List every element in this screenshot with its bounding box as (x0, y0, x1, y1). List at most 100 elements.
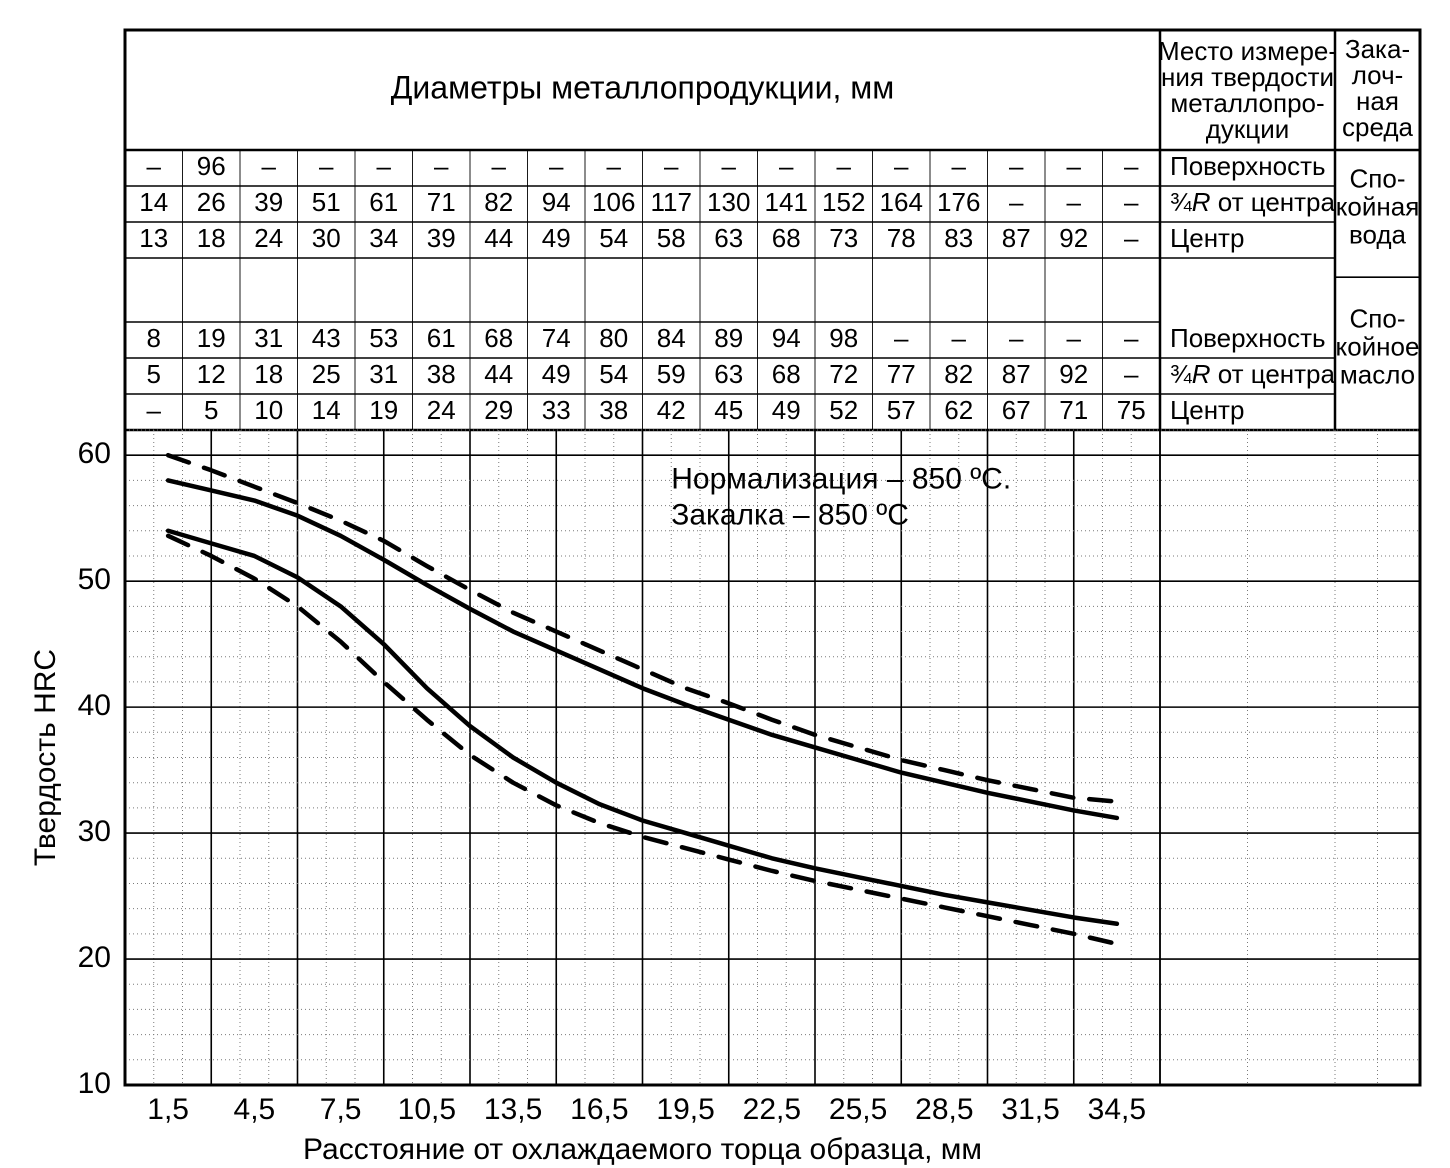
table-cell: – (377, 151, 392, 181)
table-cell: 44 (484, 223, 513, 253)
x-tick: 22,5 (743, 1093, 801, 1126)
place-label: Центр (1170, 395, 1244, 425)
table-cell: 78 (887, 223, 916, 253)
table-cell: 8 (147, 323, 161, 353)
x-tick: 4,5 (234, 1093, 276, 1126)
table-cell: 63 (714, 223, 743, 253)
table-cell: 18 (254, 359, 283, 389)
table-cell: 19 (197, 323, 226, 353)
table-cell: 24 (254, 223, 283, 253)
table-cell: – (894, 323, 909, 353)
table-cell: – (1067, 187, 1082, 217)
table-cell: 83 (944, 223, 973, 253)
table-cell: 26 (197, 187, 226, 217)
table-cell: 49 (542, 359, 571, 389)
table-cell: 45 (714, 395, 743, 425)
table-cell: – (1009, 323, 1024, 353)
table-cell: 106 (592, 187, 635, 217)
table-cell: – (1009, 187, 1024, 217)
table-cell: – (952, 323, 967, 353)
table-cell: 31 (254, 323, 283, 353)
table-cell: 38 (427, 359, 456, 389)
table-cell: 92 (1059, 223, 1088, 253)
table-cell: 72 (829, 359, 858, 389)
y-tick: 40 (78, 689, 111, 722)
table-cell: 61 (427, 323, 456, 353)
table-cell: – (952, 151, 967, 181)
x-tick: 25,5 (829, 1093, 887, 1126)
table-cell: 89 (714, 323, 743, 353)
table-cell: 34 (369, 223, 398, 253)
table-cell: 63 (714, 359, 743, 389)
table-cell: – (262, 151, 277, 181)
table-cell: – (1124, 359, 1139, 389)
medium-water: Спо-койнаявода (1336, 164, 1420, 250)
table-cell: – (1009, 151, 1024, 181)
table-cell: 68 (772, 223, 801, 253)
annotation-line: Закалка – 850 ºC (671, 498, 909, 531)
place-label: Поверхность (1170, 323, 1326, 353)
place-label: ¾R от центра (1170, 359, 1335, 389)
table-cell: 141 (765, 187, 808, 217)
table-cell: 58 (657, 223, 686, 253)
table-cell: 13 (139, 223, 168, 253)
table-cell: 14 (139, 187, 168, 217)
table-cell: – (1067, 151, 1082, 181)
table-cell: 87 (1002, 223, 1031, 253)
table-cell: 75 (1117, 395, 1146, 425)
y-axis-label: Твердость HRC (29, 649, 62, 866)
table-cell: 49 (542, 223, 571, 253)
table-cell: 117 (651, 187, 692, 217)
x-tick: 13,5 (484, 1093, 542, 1126)
table-cell: – (319, 151, 334, 181)
table-cell: 19 (369, 395, 398, 425)
table-cell: 39 (427, 223, 456, 253)
table-cell: 82 (944, 359, 973, 389)
table-cell: 52 (829, 395, 858, 425)
x-tick: 19,5 (656, 1093, 714, 1126)
table-cell: – (1124, 323, 1139, 353)
table-cell: 176 (937, 187, 980, 217)
table-cell: – (549, 151, 564, 181)
table-cell: – (434, 151, 449, 181)
table-cell: 12 (197, 359, 226, 389)
table-cell: 84 (657, 323, 686, 353)
table-cell: – (1124, 151, 1139, 181)
table-cell: 62 (944, 395, 973, 425)
table-cell: 39 (254, 187, 283, 217)
table-cell: 54 (599, 223, 628, 253)
table-cell: – (607, 151, 622, 181)
table-cell: – (1124, 223, 1139, 253)
table-cell: 53 (369, 323, 398, 353)
table-cell: – (147, 151, 162, 181)
header-diameters: Диаметры металлопродукции, мм (391, 69, 895, 105)
table-cell: 54 (599, 359, 628, 389)
table-cell: 80 (599, 323, 628, 353)
y-tick: 50 (78, 563, 111, 596)
table-cell: 152 (822, 187, 865, 217)
y-tick: 30 (78, 815, 111, 848)
table-cell: – (147, 395, 162, 425)
table-cell: 5 (147, 359, 161, 389)
table-cell: 30 (312, 223, 341, 253)
table-cell: 49 (772, 395, 801, 425)
header-medium: Зака-лоч-наясреда (1342, 34, 1414, 142)
x-tick: 16,5 (570, 1093, 628, 1126)
table-cell: 94 (772, 323, 801, 353)
table-cell: 77 (887, 359, 916, 389)
table-cell: 42 (657, 395, 686, 425)
table-cell: – (492, 151, 507, 181)
table-cell: 14 (312, 395, 341, 425)
table-cell: 92 (1059, 359, 1088, 389)
x-tick: 10,5 (398, 1093, 456, 1126)
table-cell: 51 (312, 187, 341, 217)
table-cell: 43 (312, 323, 341, 353)
x-tick: 28,5 (915, 1093, 973, 1126)
table-cell: 68 (484, 323, 513, 353)
x-tick: 7,5 (320, 1093, 362, 1126)
table-cell: 130 (707, 187, 750, 217)
place-label: Центр (1170, 223, 1244, 253)
table-cell: 67 (1002, 395, 1031, 425)
table-cell: 33 (542, 395, 571, 425)
table-cell: 71 (1059, 395, 1088, 425)
